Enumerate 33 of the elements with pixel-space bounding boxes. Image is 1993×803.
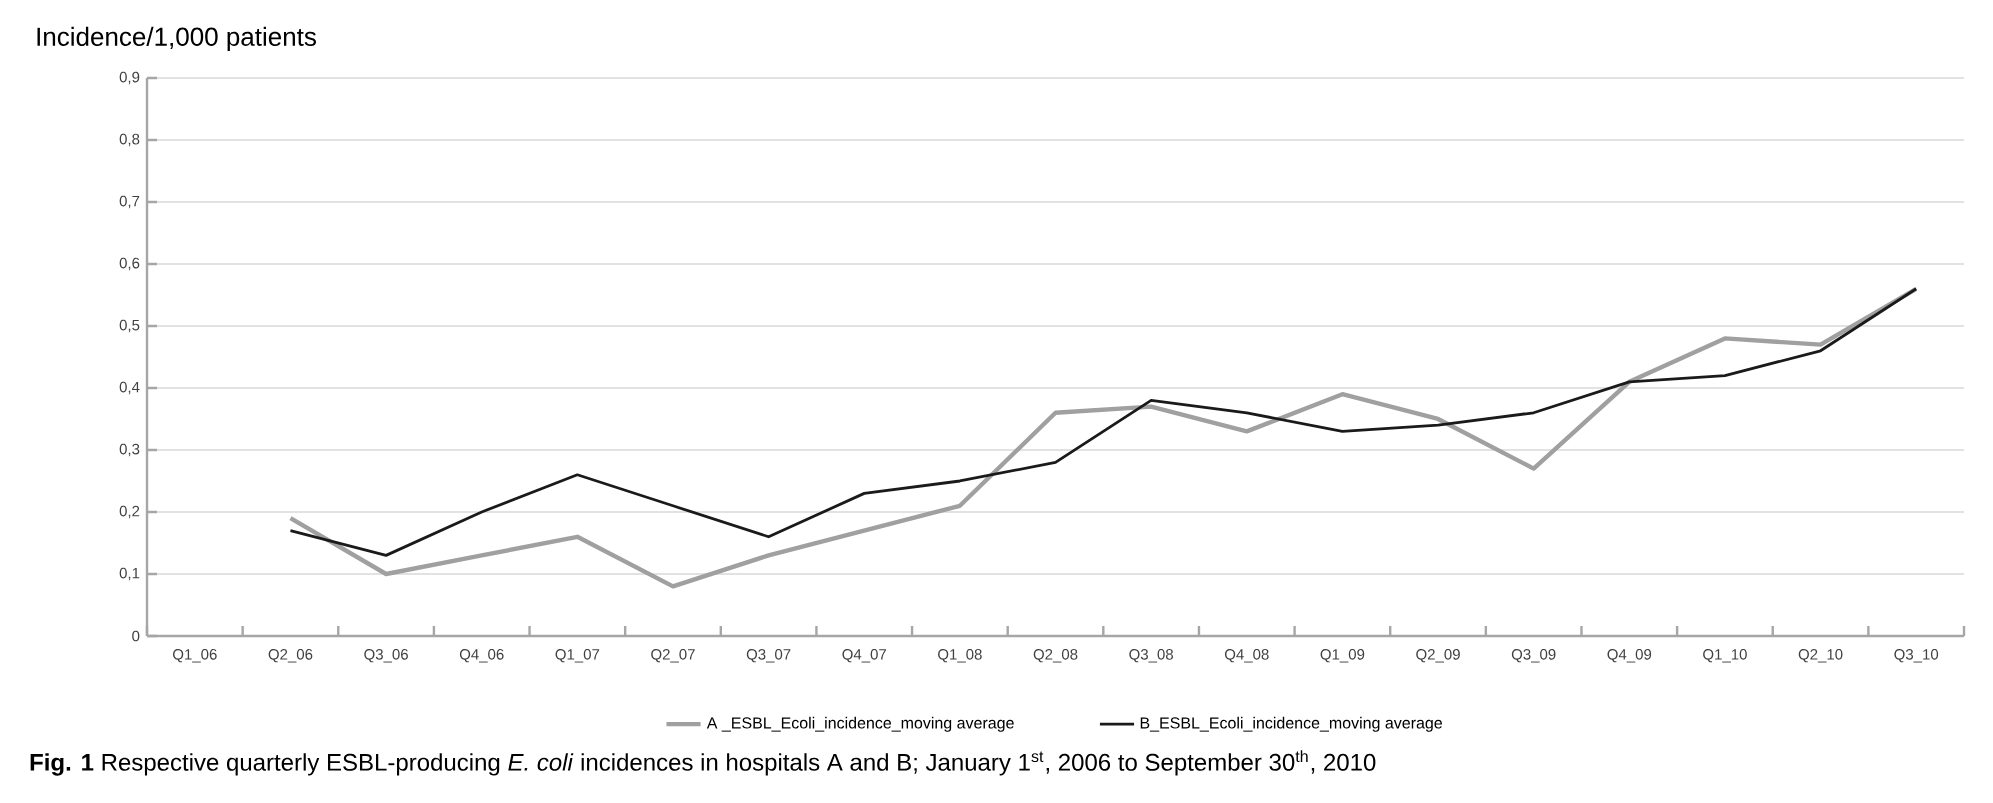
x-tick-label: Q1_10 (1703, 649, 1747, 663)
y-tick-label: 0,2 (119, 505, 140, 519)
y-tick-label: 0,4 (119, 381, 140, 395)
x-tick-label: Q3_07 (746, 649, 791, 663)
x-tick-label: Q3_06 (364, 649, 408, 663)
x-tick-label: Q3_08 (1129, 649, 1173, 663)
y-tick-label: 0,3 (119, 443, 140, 457)
x-tick-label: Q2_10 (1798, 649, 1843, 663)
legend-label: A _ESBL_Ecoli_incidence_moving average (706, 716, 1014, 732)
x-tick-label: Q2_06 (268, 649, 313, 663)
x-tick-label: Q1_07 (555, 649, 600, 663)
y-tick-label: 0,5 (119, 319, 140, 333)
x-tick-label: Q1_06 (173, 649, 217, 663)
y-tick-label: 0,6 (119, 257, 140, 271)
y-tick-label: 0 (132, 630, 140, 642)
x-tick-label: Q3_10 (1894, 649, 1939, 663)
x-tick-label: Q4_09 (1607, 649, 1652, 663)
y-tick-label: 0,1 (119, 567, 140, 581)
y-axis-title: Incidence/1,000 patients (37, 26, 316, 52)
x-tick-label: Q1_08 (938, 649, 982, 663)
legend-label: B_ESBL_Ecoli_incidence_moving average (1140, 716, 1442, 732)
x-tick-label: Q4_06 (459, 649, 504, 663)
text: Fig. 1 Respective quarterly ESBL-producing E. coli incidences in hospitals A and B; January 1$^{st}$, 2006 to September 30$^{th}$, 2010 (30, 750, 1376, 776)
y-tick-label: 0,8 (119, 133, 140, 147)
y-tick-label: 0,7 (119, 195, 140, 209)
x-tick-label: Q2_08 (1033, 649, 1078, 663)
x-tick-label: Q4_07 (842, 649, 887, 663)
x-tick-label: Q2_09 (1416, 649, 1460, 663)
x-tick-label: Q2_07 (651, 649, 695, 663)
x-tick-label: Q3_09 (1511, 649, 1556, 663)
x-tick-label: Q1_09 (1320, 649, 1365, 663)
x-tick-label: Q4_08 (1224, 649, 1269, 663)
y-tick-label: 0,9 (119, 71, 140, 85)
